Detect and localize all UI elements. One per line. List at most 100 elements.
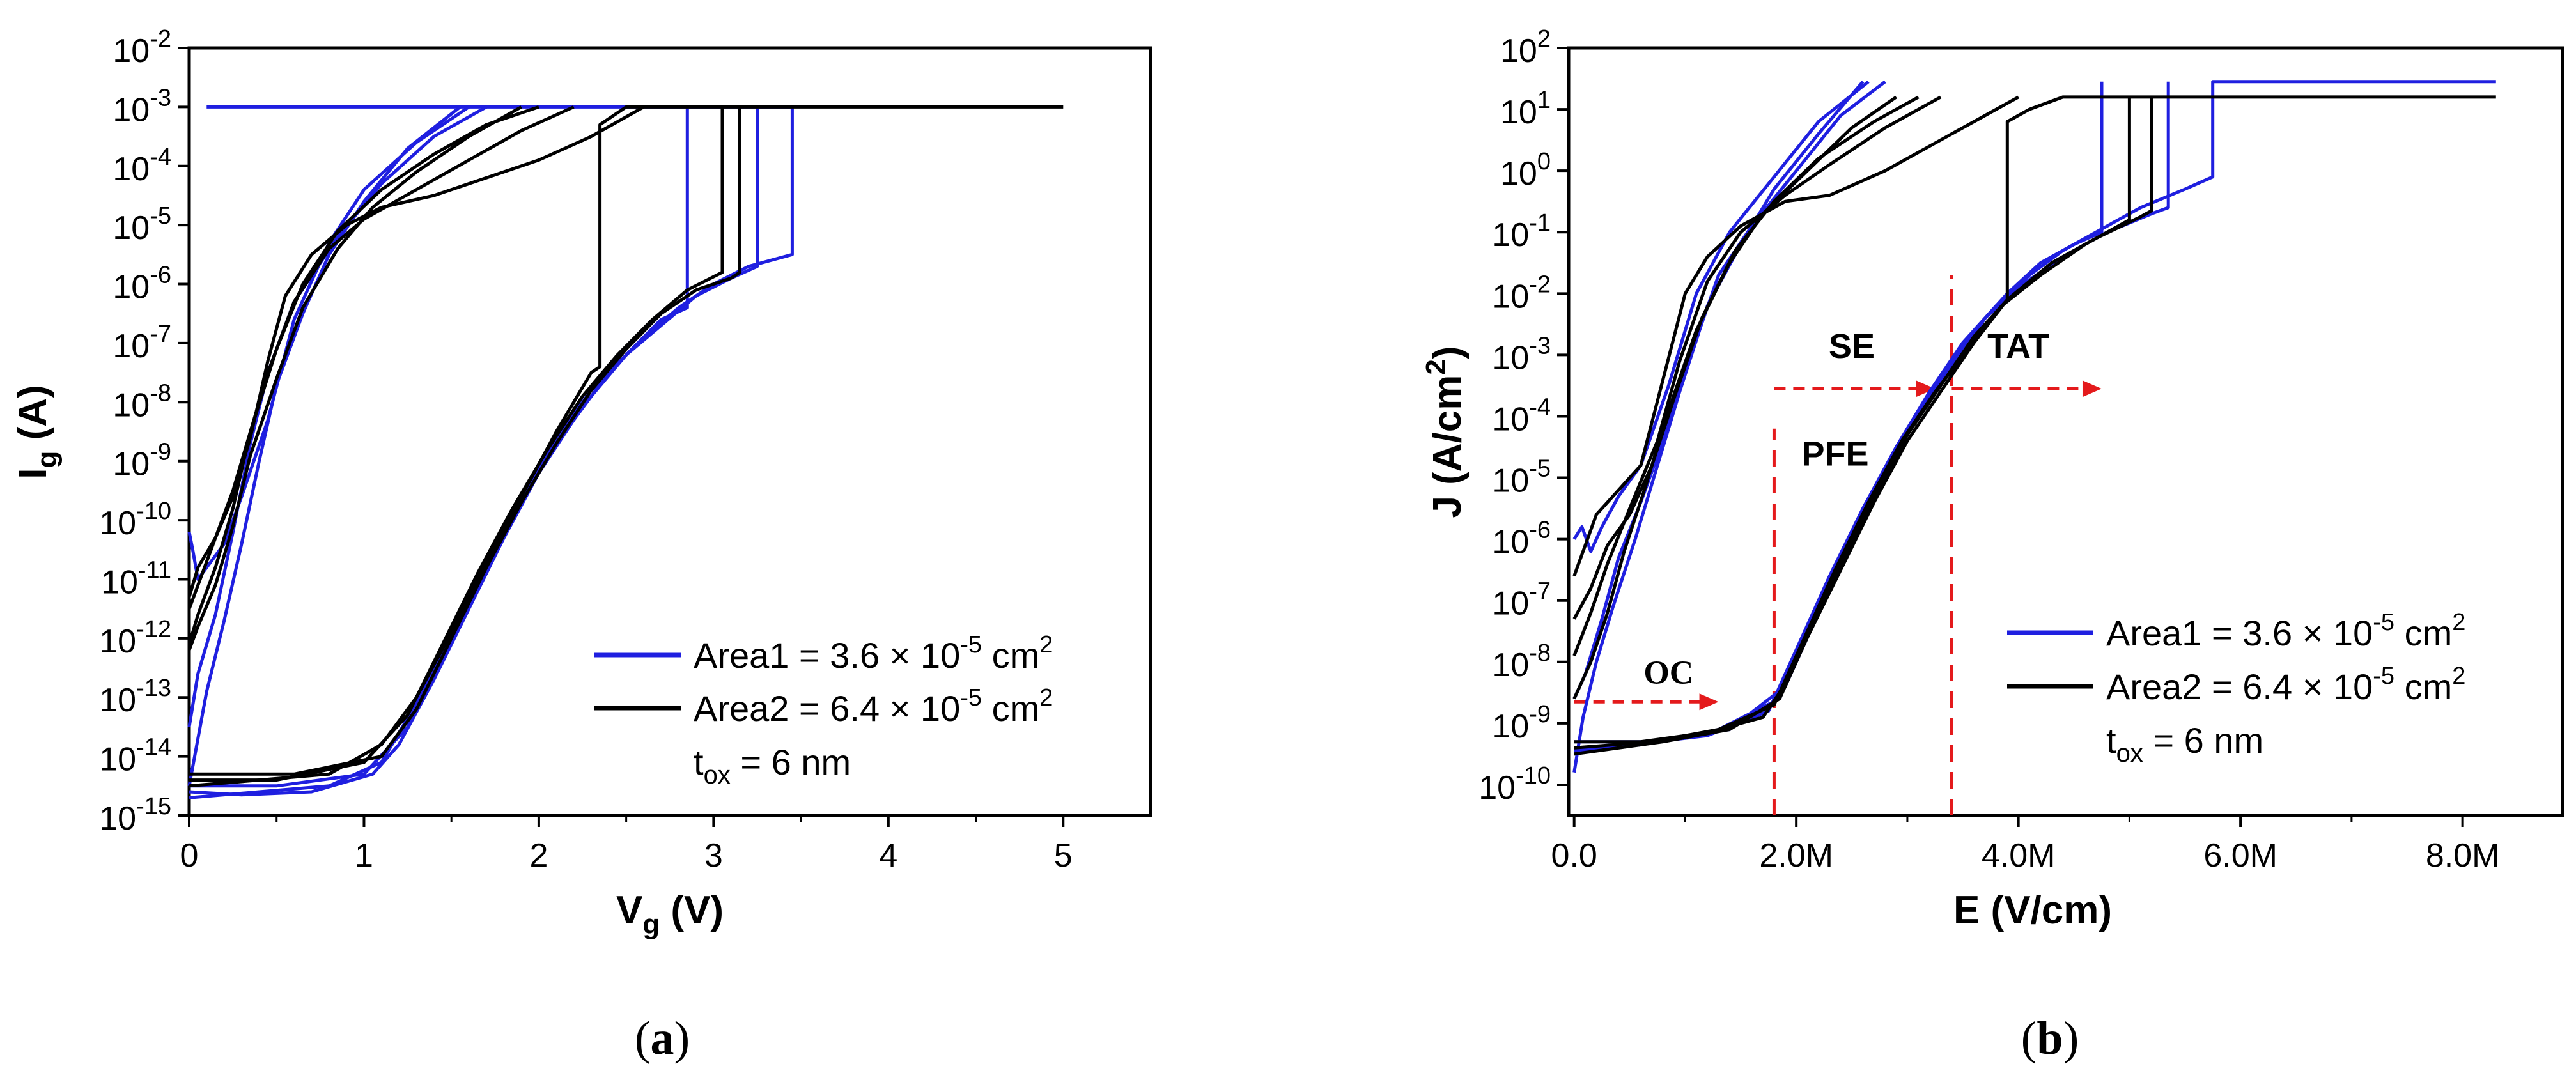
y-tick-label-base: 10 (1500, 155, 1537, 192)
y-tick-label: 10-13 (99, 675, 171, 719)
region-label-tat: TAT (1987, 327, 2049, 366)
legend-note-tox: tox = 6 nm (2106, 720, 2263, 768)
caption-close-paren-a: ) (674, 1012, 690, 1065)
legend-note-tox-post: = 6 nm (2143, 720, 2263, 760)
legend: Area1 = 3.6 × 10-5 cm2 Area2 = 6.4 × 10-… (2007, 609, 2465, 768)
y-tick-label-base: 10 (1492, 585, 1529, 622)
y-tick-label-exp: -5 (150, 203, 171, 229)
legend-label-area2: Area2 = 6.4 × 10-5 cm2 (2106, 663, 2465, 707)
y-tick-label: 10-5 (1492, 456, 1551, 500)
y-tick-label-exp: -1 (1529, 210, 1551, 236)
y-tick-label: 10-2 (113, 26, 171, 70)
y-tick-label-base: 10 (113, 33, 150, 70)
x-tick-label: 8.0M (2426, 837, 2500, 874)
y-tick-label: 102 (1500, 26, 1551, 70)
series-line-7 (189, 107, 724, 782)
series-line-7 (1574, 96, 2131, 750)
series-line-10 (1572, 95, 1942, 657)
y-tick-label: 10-8 (113, 380, 171, 424)
series-line-3 (1572, 80, 1870, 553)
y-axis-label-sup: 2 (1420, 359, 1452, 374)
y-tick-label-exp: -2 (1529, 271, 1551, 298)
series-line-8 (1574, 96, 2153, 756)
y-tick-label: 10-1 (1492, 210, 1551, 254)
y-tick-label: 10-15 (99, 793, 171, 837)
legend-label-area1-exp: -5 (960, 631, 982, 658)
panel-caption-b: (b) (2021, 1012, 2079, 1065)
y-tick-label-base: 10 (1478, 769, 1516, 807)
legend-label-area2-exp: -5 (2373, 663, 2394, 690)
series-line-4 (1572, 81, 1865, 773)
x-axis-label: E (V/cm) (1953, 888, 2112, 932)
legend-note-tox-post: = 6 nm (731, 742, 851, 782)
y-tick-label-base: 10 (1500, 33, 1537, 70)
y-tick-label: 10-4 (1492, 394, 1551, 438)
y-tick-label-base: 10 (113, 91, 150, 128)
series-line-9 (187, 105, 645, 598)
legend-label-area2-text: Area2 = 6.4 × 10 (2106, 667, 2373, 707)
y-tick-label-exp: -9 (150, 439, 171, 466)
y-tick-label: 10-6 (1492, 517, 1551, 561)
y-tick-label-base: 10 (1492, 339, 1529, 376)
region-label-pfe: PFE (1801, 435, 1868, 473)
y-tick-label: 10-12 (99, 616, 171, 660)
y-tick-label-exp: 0 (1537, 148, 1551, 175)
y-tick-label: 10-7 (113, 321, 171, 365)
legend-note-tox: tox = 6 nm (694, 742, 851, 789)
y-tick-label-base: 10 (99, 505, 136, 542)
series-layer (1572, 80, 2496, 773)
y-axis-label: Ig (A) (11, 385, 63, 479)
plot-frame (187, 46, 1152, 817)
x-tick-label: 1 (355, 837, 373, 874)
y-tick-label-exp: -9 (1529, 701, 1551, 728)
y-tick-label-base: 10 (99, 623, 136, 660)
region-label-layer: OC SE TAT PFE (1643, 327, 2049, 691)
y-tick-label: 10-8 (1492, 640, 1551, 684)
y-tick-label-base: 10 (113, 387, 150, 424)
series-line-4 (187, 105, 462, 787)
y-tick-label-base: 10 (1492, 524, 1529, 561)
x-axis-label-sub: g (642, 909, 660, 940)
y-tick-label: 10-14 (99, 734, 171, 778)
y-tick-label-exp: 1 (1537, 87, 1551, 114)
legend-label-area1-text: Area1 = 3.6 × 10 (2106, 613, 2373, 653)
x-tick-label: 5 (1054, 837, 1073, 874)
y-tick-label: 101 (1500, 87, 1551, 131)
y-axis-label-rest: ) (1425, 346, 1470, 359)
series-line-5 (1572, 80, 1886, 700)
y-axis-label-rest: (A) (11, 385, 55, 451)
series-layer (187, 105, 1064, 799)
y-tick-label-exp: -7 (1529, 578, 1551, 605)
y-tick-label-exp: -8 (1529, 640, 1551, 667)
y-tick-label-base: 10 (113, 269, 150, 306)
y-axis-ticks: 10-210-310-410-510-610-710-810-910-1010-… (99, 26, 189, 837)
y-tick-label-exp: -10 (1516, 762, 1551, 789)
y-axis-label: J (A/cm2) (1420, 346, 1470, 518)
legend-label-area1: Area1 = 3.6 × 10-5 cm2 (694, 631, 1053, 675)
y-tick-label-base: 10 (113, 210, 150, 247)
y-tick-label-base: 10 (1492, 647, 1529, 684)
y-tick-label-base: 10 (113, 151, 150, 188)
x-tick-label: 4.0M (1982, 837, 2056, 874)
x-tick-label: 6.0M (2203, 837, 2277, 874)
y-tick-label: 10-10 (1478, 762, 1551, 807)
series-line-9 (1572, 95, 2019, 577)
y-tick-label-base: 10 (1492, 217, 1529, 254)
y-tick-label-base: 10 (1492, 278, 1529, 315)
y-tick-label-exp: -4 (1529, 394, 1551, 421)
series-line-6 (189, 105, 1064, 788)
y-tick-label-exp: -4 (150, 144, 171, 171)
x-tick-label: 0 (180, 837, 199, 874)
legend-note-tox-sub: ox (2116, 739, 2143, 768)
legend-note-tox-sub: ox (704, 761, 731, 789)
caption-letter-a: a (651, 1012, 674, 1065)
legend-note-tox-pre: t (2106, 720, 2116, 760)
caption-open-paren-b: ( (2021, 1012, 2037, 1065)
y-tick-label-exp: 2 (1537, 26, 1551, 52)
legend-label-area1-unit: cm (982, 635, 1039, 675)
y-tick-label-base: 10 (1492, 401, 1529, 438)
legend-label-area1-sup: 2 (2452, 609, 2465, 636)
caption-open-paren-a: ( (635, 1012, 651, 1065)
series-line-1 (189, 107, 689, 799)
